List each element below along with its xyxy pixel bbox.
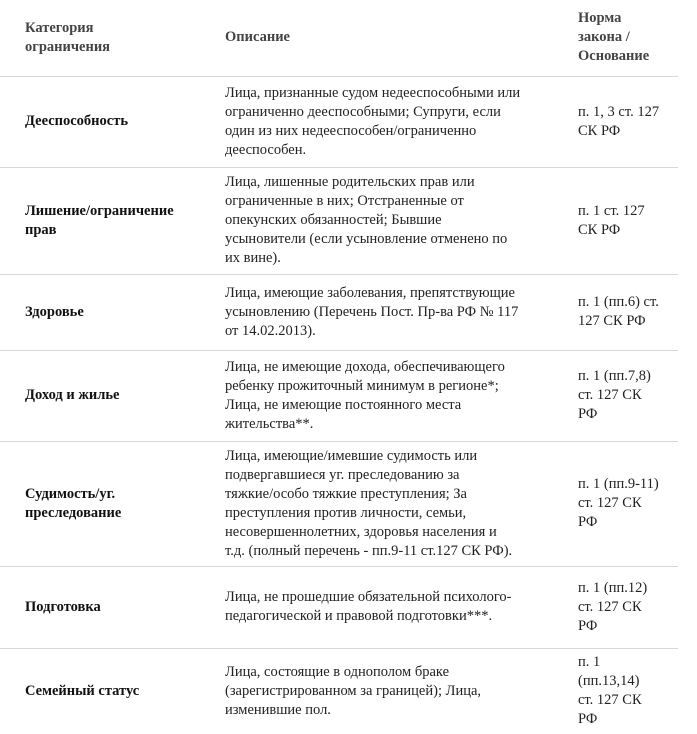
table-row: Здоровье Лица, имеющие заболевания, преп… bbox=[0, 273, 678, 350]
row-basis: п. 1 (пп.13,14) ст. 127 СК РФ bbox=[578, 647, 678, 734]
row-category: Судимость/уг. преследование bbox=[0, 440, 225, 566]
table-row: Подготовка Лица, не прошедшие обязательн… bbox=[0, 565, 678, 648]
table-row: Доход и жилье Лица, не имеющие дохода, о… bbox=[0, 349, 678, 441]
header-description: Описание bbox=[225, 29, 290, 46]
table-row: Семейный статус Лица, состоящие в однопо… bbox=[0, 647, 678, 734]
row-description: Лица, не имеющие дохода, обеспечивающего… bbox=[225, 349, 578, 441]
restrictions-table: Категория ограничения Описание Норма зак… bbox=[0, 0, 678, 734]
row-description: Лица, лишенные родительских прав или огр… bbox=[225, 166, 578, 274]
row-description: Лица, не прошедшие обязательной психолог… bbox=[225, 565, 578, 648]
header-basis: Норма закона / Основание bbox=[578, 10, 650, 65]
row-category: Доход и жилье bbox=[0, 349, 225, 441]
row-description: Лица, имеющие заболевания, препятствующи… bbox=[225, 273, 578, 350]
row-basis: п. 1, 3 ст. 127 СК РФ bbox=[578, 75, 678, 167]
header-category: Категория ограничения bbox=[25, 19, 111, 55]
row-basis: п. 1 ст. 127 СК РФ bbox=[578, 166, 678, 274]
row-basis: п. 1 (пп.7,8) ст. 127 СК РФ bbox=[578, 349, 678, 441]
row-basis: п. 1 (пп.12) ст. 127 СК РФ bbox=[578, 565, 678, 648]
table-row: Лишение/ограничение прав Лица, лишенные … bbox=[0, 166, 678, 274]
row-category: Лишение/ограничение прав bbox=[0, 166, 225, 274]
table-row: Дееспособность Лица, признанные судом не… bbox=[0, 75, 678, 167]
row-description: Лица, состоящие в однополом браке (зарег… bbox=[225, 647, 578, 734]
row-basis: п. 1 (пп.6) ст. 127 СК РФ bbox=[578, 273, 678, 350]
row-description: Лица, имеющие/имевшие судимость или подв… bbox=[225, 440, 578, 566]
row-category: Подготовка bbox=[0, 565, 225, 648]
table-header-row: Категория ограничения Описание Норма зак… bbox=[0, 0, 678, 76]
row-category: Здоровье bbox=[0, 273, 225, 350]
table-row: Судимость/уг. преследование Лица, имеющи… bbox=[0, 440, 678, 566]
row-basis: п. 1 (пп.9-11) ст. 127 СК РФ bbox=[578, 440, 678, 566]
row-category: Семейный статус bbox=[0, 647, 225, 734]
row-category: Дееспособность bbox=[0, 75, 225, 167]
row-description: Лица, признанные судом недееспособными и… bbox=[225, 75, 578, 167]
